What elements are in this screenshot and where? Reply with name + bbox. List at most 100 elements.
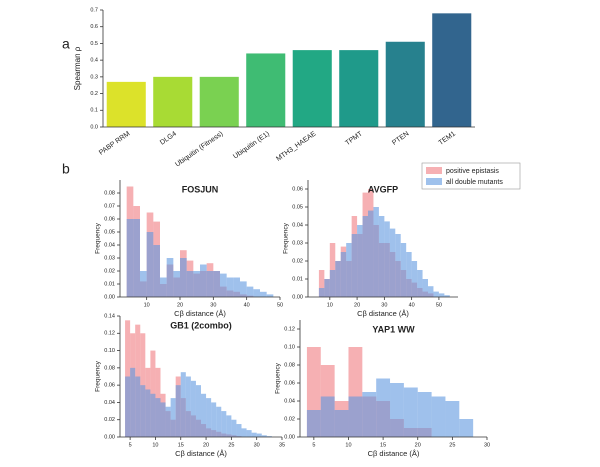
x-axis-label: Cβ distance (Å) <box>175 449 227 458</box>
x-tick-label: 15 <box>380 442 386 448</box>
histogram-bar <box>126 219 134 297</box>
histogram-bar <box>351 234 358 297</box>
bar <box>199 76 239 127</box>
histogram-bar <box>145 389 151 437</box>
histogram-bar <box>221 411 227 437</box>
y-tick-label: 0.08 <box>284 362 295 368</box>
histogram-bar <box>153 245 160 297</box>
bar <box>153 76 193 127</box>
histogram-bar <box>346 243 352 297</box>
y-tick-label: 0.08 <box>104 365 115 371</box>
y-tick-label: 0.00 <box>292 294 303 300</box>
histogram-bar <box>201 393 207 437</box>
x-tick-label: 20 <box>354 302 360 308</box>
histogram-bar <box>125 376 131 437</box>
histogram-bar <box>261 435 267 437</box>
histogram-bar <box>166 258 174 297</box>
histogram-bar <box>445 401 460 437</box>
y-tick-label: 0.02 <box>284 416 295 422</box>
y-tick-label: 0.05 <box>104 229 115 235</box>
histogram-bar <box>406 252 412 297</box>
x-tick-label: DLG4 <box>159 130 178 146</box>
histogram-bar <box>133 219 140 297</box>
histogram-bar <box>400 243 407 297</box>
chart-title: GB1 (2combo) <box>170 320 232 330</box>
x-tick-label: 40 <box>244 302 250 308</box>
histogram-bar <box>140 271 147 297</box>
histogram-bar <box>373 207 379 297</box>
histogram-bar <box>318 270 325 297</box>
y-axis-label: Spearman ρ <box>73 46 82 90</box>
y-tick-label: 0.10 <box>284 344 295 350</box>
y-tick-label: 0.05 <box>292 204 303 210</box>
x-axis-label: Cβ distance (Å) <box>174 309 226 318</box>
histogram-bar <box>362 392 377 437</box>
x-tick-label: 35 <box>279 442 285 448</box>
y-tick-label: 0.12 <box>284 326 295 332</box>
y-tick-label: 0.02 <box>292 258 303 264</box>
histogram-bar <box>306 410 321 437</box>
histogram-bar <box>190 380 196 437</box>
histogram-bar <box>438 293 445 297</box>
histogram-bar <box>155 398 161 437</box>
histogram-bar <box>390 383 404 437</box>
histogram-bar <box>395 234 401 297</box>
x-tick-label: 10 <box>327 302 333 308</box>
y-tick-label: 0.1 <box>90 108 98 114</box>
histogram-bar <box>160 402 166 437</box>
histogram-bar <box>260 291 267 297</box>
x-tick-label: 15 <box>178 442 184 448</box>
histogram-bar <box>348 396 363 437</box>
histogram-bar <box>411 261 418 297</box>
y-tick-label: 0.02 <box>104 417 115 423</box>
y-tick-label: 0.01 <box>104 281 115 287</box>
histogram-bar <box>266 436 272 437</box>
x-tick-label: 40 <box>409 302 415 308</box>
histogram-bar <box>422 279 428 297</box>
panel-label: a <box>62 36 70 52</box>
legend-swatch <box>426 178 442 185</box>
histogram-bar <box>130 367 136 437</box>
y-tick-label: 0.02 <box>104 268 115 274</box>
x-axis-label: Cβ distance (Å) <box>357 309 409 318</box>
chart-title: FOSJUN <box>182 184 219 194</box>
y-tick-label: 0.0 <box>90 124 98 130</box>
y-tick-label: 0.06 <box>284 380 295 386</box>
histogram-bar <box>335 261 341 297</box>
y-tick-label: 0.06 <box>104 216 115 222</box>
histogram-bar <box>236 424 242 437</box>
x-tick-label: 5 <box>312 442 315 448</box>
histogram-bar <box>186 271 194 297</box>
histogram-bar <box>241 428 247 437</box>
y-axis-label: Frequency <box>283 222 290 253</box>
y-tick-label: 0.5 <box>90 41 98 47</box>
chart-title: YAP1 WW <box>372 324 415 334</box>
chart-title: AVGFP <box>368 184 398 194</box>
histogram-bar <box>417 270 423 297</box>
histogram-bar <box>459 419 474 437</box>
y-tick-label: 0.01 <box>292 276 303 282</box>
histogram-bar <box>233 277 240 297</box>
histogram-bar <box>231 419 237 437</box>
histogram-bar <box>170 398 176 437</box>
x-tick-label: 20 <box>415 442 421 448</box>
y-tick-label: 0.08 <box>104 190 115 196</box>
x-tick-label: Ubiquitin (E1) <box>232 130 271 160</box>
histogram-bar <box>428 286 434 297</box>
histogram-bar <box>340 252 347 297</box>
histogram-bar <box>389 228 396 297</box>
x-tick-label: 50 <box>277 302 283 308</box>
histogram-bar <box>206 271 214 297</box>
histogram-bar <box>433 291 439 297</box>
x-tick-label: 30 <box>254 442 260 448</box>
x-axis-label: Cβ distance (Å) <box>368 449 420 458</box>
y-tick-label: 0.00 <box>104 294 115 300</box>
histogram-bar <box>200 264 207 297</box>
x-tick-label: PABP RRM <box>98 130 132 156</box>
histogram-bar <box>165 406 171 437</box>
histogram-bar <box>417 392 432 437</box>
histogram-bar <box>246 286 254 297</box>
histogram-bar <box>329 270 336 297</box>
histogram-bar <box>251 432 257 437</box>
